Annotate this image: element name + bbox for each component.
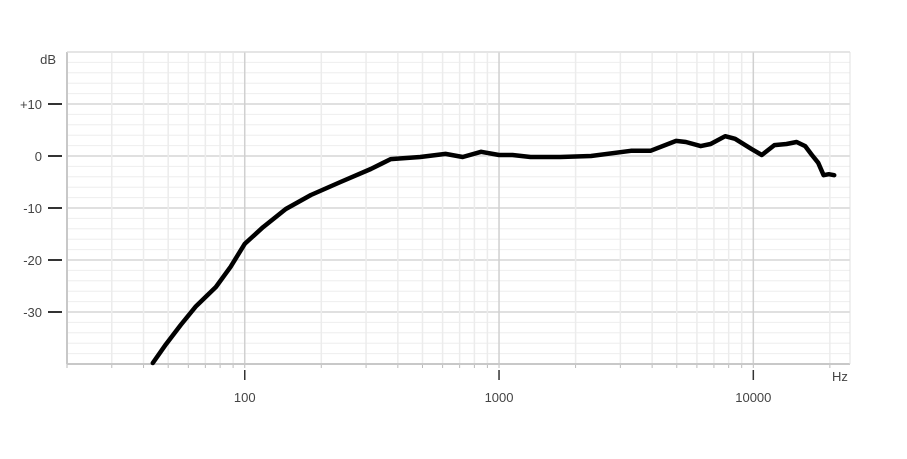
y-tick-labels: +10 0 -10 -20 -30	[20, 97, 42, 320]
y-axis-label: dB	[40, 52, 56, 67]
y-tick-label: 0	[35, 149, 42, 164]
y-tick-label: -20	[23, 253, 42, 268]
series-line	[150, 133, 837, 366]
x-tick-label: 100	[234, 390, 256, 405]
x-tick-label: 10000	[735, 390, 771, 405]
axes	[48, 51, 851, 380]
y-tick-label: -30	[23, 305, 42, 320]
x-axis-label: Hz	[832, 369, 848, 384]
x-tick-labels: 100 1000 10000	[234, 390, 772, 405]
y-tick-label: +10	[20, 97, 42, 112]
y-tick-label: -10	[23, 201, 42, 216]
x-tick-label: 1000	[485, 390, 514, 405]
